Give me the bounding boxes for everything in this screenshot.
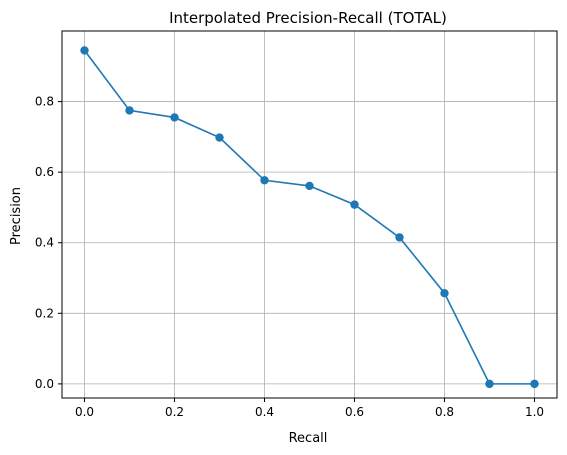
- data-point: [215, 133, 224, 142]
- data-point: [260, 176, 269, 185]
- data-point: [530, 379, 539, 389]
- x-axis-label: Recall: [289, 431, 328, 446]
- y-tick-label: 0.0: [35, 377, 54, 391]
- data-point: [125, 106, 134, 115]
- axes-frame: [61, 30, 558, 399]
- series-group: [80, 46, 539, 389]
- chart-title: Interpolated Precision-Recall (TOTAL): [169, 9, 447, 27]
- ticks-group: 0.0 0.2 0.4 0.6 0.8 1.0 0.0 0.2 0.4 0.6 0.8: [35, 95, 544, 419]
- data-point: [485, 379, 494, 389]
- y-axis-label: Precision: [9, 187, 24, 245]
- x-tick-label: 0.2: [165, 405, 184, 419]
- data-point: [80, 46, 89, 55]
- x-tick-label: 0.6: [345, 405, 364, 419]
- y-tick-label: 0.6: [35, 165, 54, 179]
- data-point: [170, 113, 179, 122]
- x-tick-label: 0.0: [75, 405, 94, 419]
- data-point: [350, 200, 359, 209]
- data-point: [395, 233, 404, 242]
- x-tick-label: 0.4: [255, 405, 274, 419]
- y-tick-label: 0.4: [35, 236, 54, 250]
- x-tick-label: 0.8: [435, 405, 454, 419]
- y-tick-label: 0.2: [35, 306, 54, 320]
- data-point: [305, 181, 314, 191]
- data-point: [440, 288, 449, 298]
- x-tick-label: 1.0: [525, 405, 544, 419]
- grid: [62, 31, 557, 398]
- y-tick-label: 0.8: [35, 95, 54, 109]
- series-line: [83, 49, 535, 385]
